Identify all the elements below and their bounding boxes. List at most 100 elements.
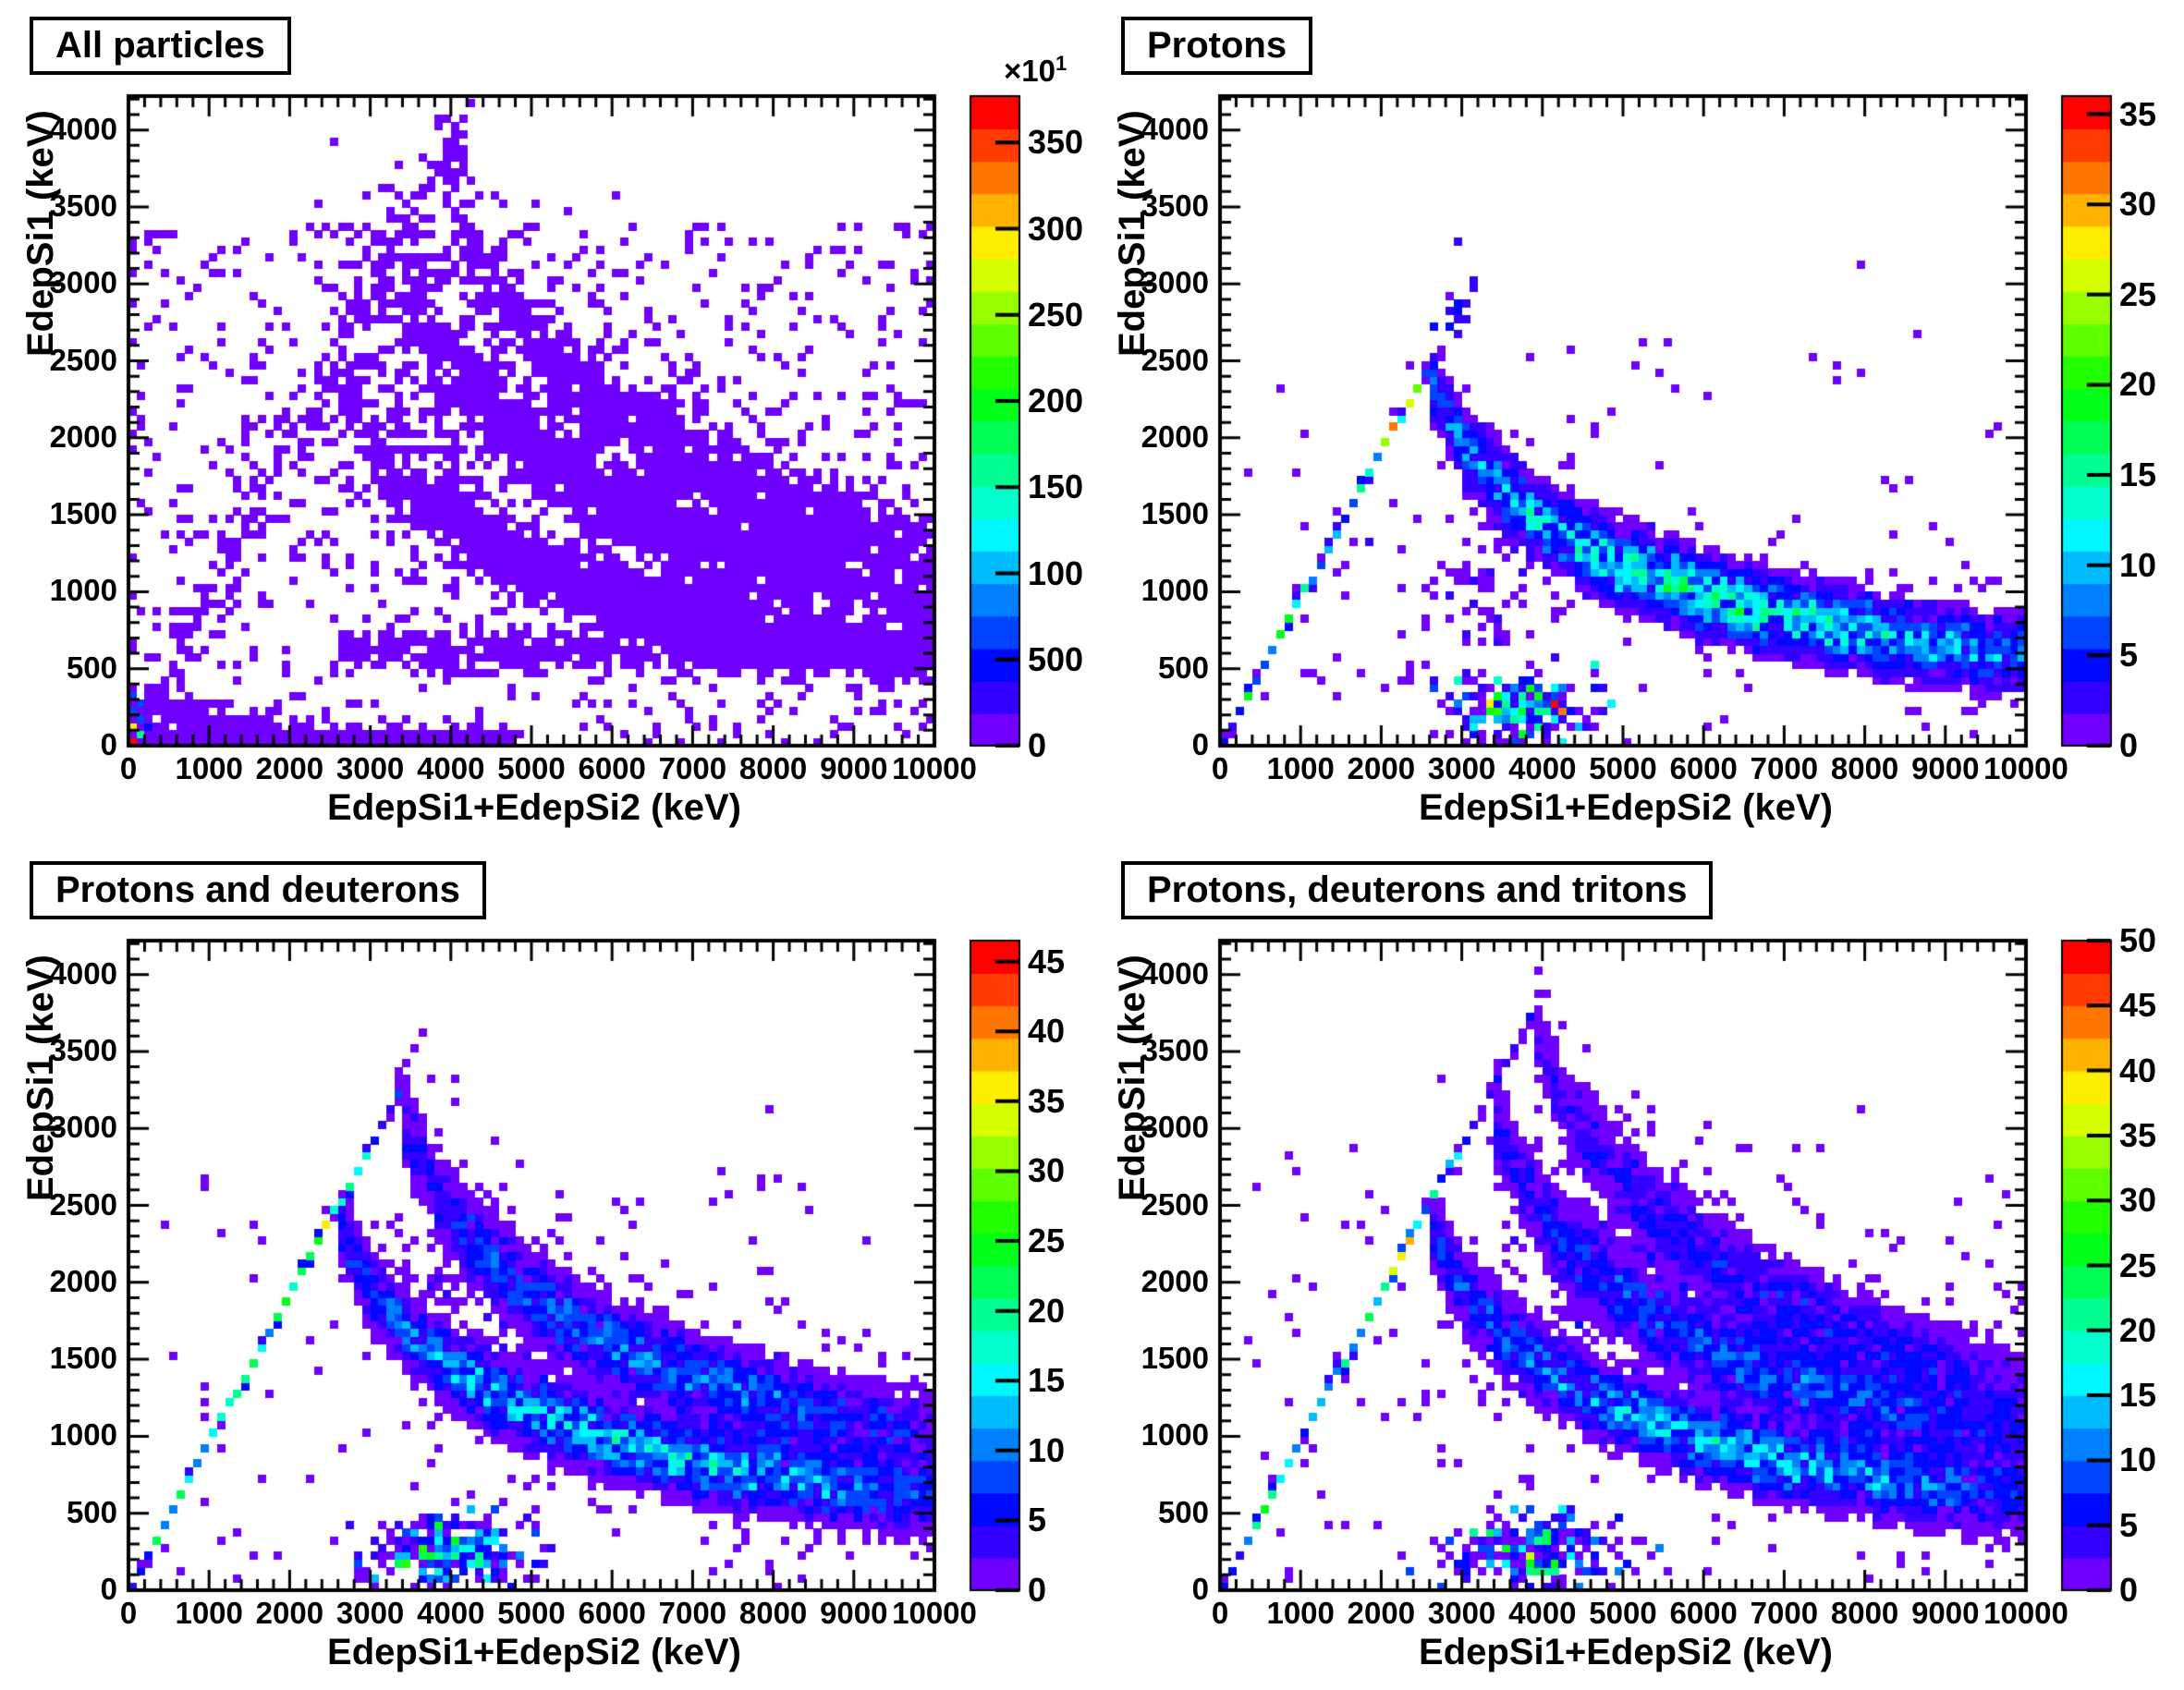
colorbar-tick-label: 30 (1028, 1151, 1066, 1190)
colorbar-tick-label: 20 (2119, 1310, 2157, 1349)
colorbar-tick-label: 150 (1028, 468, 1084, 506)
x-tick-label: 10000 (1983, 1596, 2068, 1630)
colorbar-tick-label: 0 (1028, 1571, 1047, 1609)
x-tick-label: 2000 (255, 1596, 324, 1630)
x-tick-label: 6000 (578, 1596, 646, 1630)
colorbar-tick-label: 25 (1028, 1222, 1066, 1260)
pad-title: Protons, deuterons and tritons (1147, 869, 1688, 910)
y-tick-label: 3500 (1141, 188, 1209, 223)
y-tick-label: 500 (1157, 650, 1209, 685)
y-tick-label: 3000 (49, 265, 117, 300)
x-tick-label: 3000 (1427, 1596, 1496, 1630)
y-tick-label: 500 (1157, 1494, 1209, 1529)
x-tick-label: 1000 (1266, 1596, 1335, 1630)
x-tick-label: 0 (1211, 751, 1229, 785)
colorbar-tick-label: 250 (1028, 295, 1084, 334)
colorbar-tick-label: 10 (2119, 545, 2157, 584)
y-tick-label: 3000 (1141, 1110, 1209, 1145)
colorbar-tick-label: 15 (2119, 456, 2157, 494)
y-tick-label: 2000 (1141, 419, 1209, 454)
y-tick-label: 1000 (49, 1417, 117, 1453)
x-tick-label: 3000 (336, 751, 405, 785)
x-tick-label: 9000 (820, 1596, 888, 1630)
colorbar-tick-label: 35 (2119, 1115, 2157, 1154)
y-tick-label: 0 (100, 727, 117, 761)
colorbar-tick-label: 40 (2119, 1051, 2157, 1089)
y-tick-label: 4000 (49, 955, 117, 991)
colorbar-tick-label: 0 (2119, 1571, 2139, 1609)
x-tick-label: 8000 (738, 751, 808, 785)
x-tick-label: 9000 (1911, 1596, 1980, 1630)
x-tick-label: 6000 (1669, 1596, 1738, 1630)
y-tick-label: 3500 (49, 1032, 117, 1067)
x-tick-label: 5000 (1589, 751, 1657, 785)
pad-title: Protons (1147, 25, 1287, 66)
y-tick-label: 3500 (49, 188, 117, 223)
y-tick-label: 1500 (1141, 496, 1209, 531)
colorbar-tick-label: 5 (2119, 636, 2139, 675)
y-tick-label: 500 (66, 650, 117, 685)
x-tick-label: 2000 (1347, 1596, 1416, 1630)
pad-protons-deuterons-tritons: Protons, deuterons and tritons EdepSi1 (… (1092, 845, 2183, 1689)
colorbar-tick-label: 15 (2119, 1376, 2157, 1415)
y-tick-label: 4000 (49, 111, 117, 146)
x-tick-label: 7000 (658, 751, 727, 785)
histogram-canvas-protons-deuterons-tritons (1092, 845, 2183, 1689)
x-tick-label: 7000 (1750, 1596, 1819, 1630)
y-tick-label: 4000 (1141, 955, 1209, 991)
x-tick-label: 10000 (892, 751, 977, 785)
x-tick-label: 1000 (175, 751, 243, 785)
colorbar-tick-label: 200 (1028, 382, 1084, 420)
colorbar-tick-label: 500 (1028, 639, 1084, 678)
colorbar-tick-label: 50 (2119, 921, 2157, 959)
pad-title-box: Protons, deuterons and tritons (1121, 861, 1714, 919)
pad-protons: Protons EdepSi1 (keV) EdepSi1+EdepSi2 (k… (1092, 0, 2183, 845)
y-tick-label: 1000 (1141, 573, 1209, 608)
x-tick-label: 6000 (578, 751, 646, 785)
y-tick-label: 1500 (49, 496, 117, 531)
x-tick-label: 2000 (1347, 751, 1416, 785)
x-tick-label: 1000 (175, 1596, 243, 1630)
x-tick-label: 7000 (658, 1596, 727, 1630)
y-tick-label: 0 (100, 1572, 117, 1606)
x-tick-label: 9000 (820, 751, 888, 785)
x-tick-label: 5000 (497, 751, 566, 785)
x-tick-label: 8000 (738, 1596, 808, 1630)
colorbar-tick-label: 35 (1028, 1081, 1066, 1120)
x-tick-label: 6000 (1669, 751, 1738, 785)
x-tick-label: 5000 (497, 1596, 566, 1630)
x-tick-label: 10000 (1983, 751, 2068, 785)
x-tick-label: 9000 (1911, 751, 1980, 785)
y-tick-label: 2500 (49, 342, 117, 377)
colorbar-tick-label: 45 (2119, 986, 2157, 1025)
x-tick-label: 4000 (417, 751, 485, 785)
y-tick-label: 2000 (49, 1263, 117, 1298)
y-tick-label: 3000 (49, 1110, 117, 1145)
y-tick-label: 1000 (49, 573, 117, 608)
colorbar-tick-label: 25 (2119, 1246, 2157, 1284)
x-tick-label: 8000 (1830, 1596, 1899, 1630)
pad-all-particles: All particles EdepSi1 (keV) EdepSi1+Edep… (0, 0, 1092, 845)
pad-title-box: Protons and deuterons (30, 861, 486, 919)
colorbar-tick-label: 350 (1028, 123, 1084, 162)
histogram-canvas-all-particles (0, 0, 1092, 845)
colorbar-tick-label: 25 (2119, 274, 2157, 313)
pad-title: All particles (55, 25, 265, 66)
x-tick-label: 0 (119, 1596, 138, 1630)
colorbar-tick-label: 10 (2119, 1441, 2157, 1479)
pad-title-box: Protons (1121, 17, 1313, 75)
y-tick-label: 3000 (1141, 265, 1209, 300)
colorbar-tick-label: 0 (2119, 726, 2139, 764)
pad-title: Protons and deuterons (55, 869, 460, 910)
y-tick-label: 1500 (1141, 1341, 1209, 1376)
colorbar-exponent: ×101 (1004, 52, 1068, 88)
x-tick-label: 0 (119, 751, 138, 785)
x-tick-label: 5000 (1589, 1596, 1657, 1630)
x-axis-title: EdepSi1+EdepSi2 (keV) (327, 1632, 741, 1672)
colorbar-tick-label: 30 (2119, 185, 2157, 224)
colorbar-tick-label: 20 (1028, 1291, 1066, 1330)
x-axis-title: EdepSi1+EdepSi2 (keV) (1419, 1632, 1833, 1672)
pad-title-box: All particles (30, 17, 291, 75)
y-tick-label: 2500 (1141, 1186, 1209, 1222)
x-tick-label: 4000 (417, 1596, 485, 1630)
